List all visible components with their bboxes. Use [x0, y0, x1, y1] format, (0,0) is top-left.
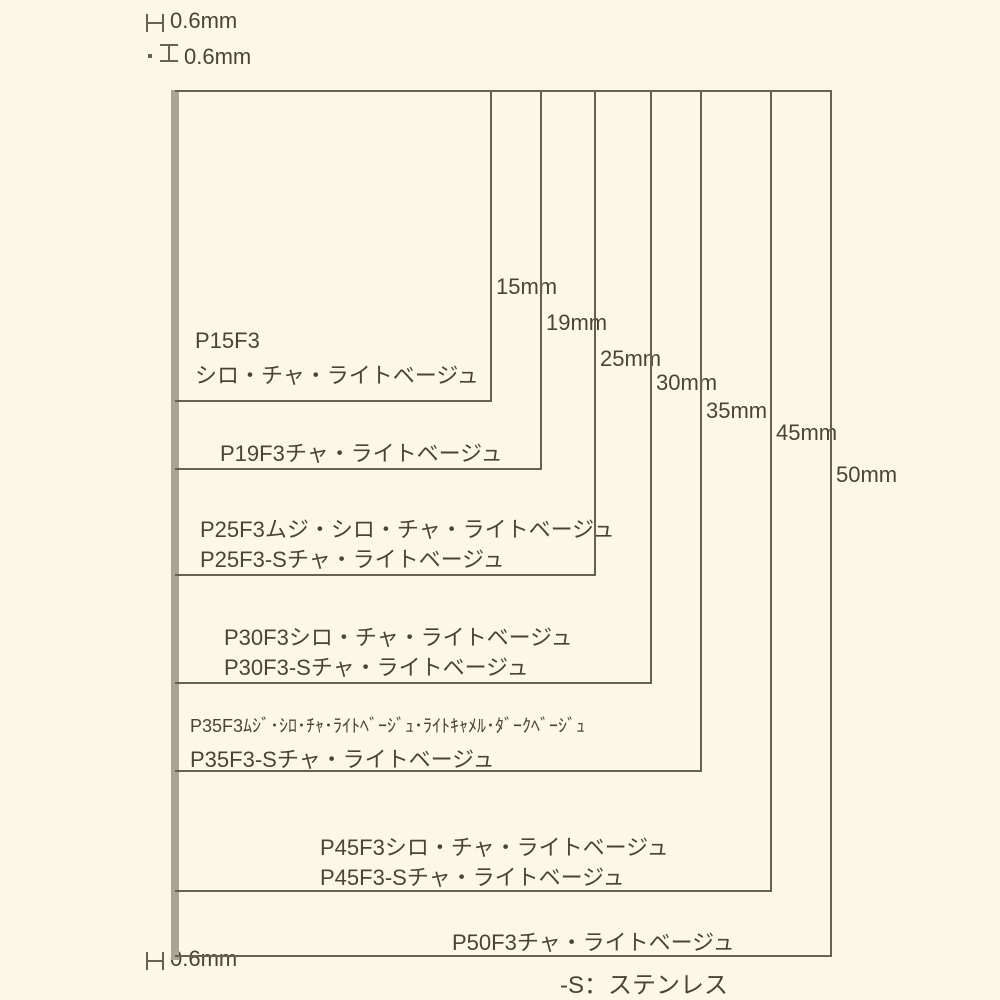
pin-vline-5 [770, 90, 772, 890]
size-label-4: 35mm [706, 398, 767, 424]
top-dim-1-label: 0.6mm [170, 8, 237, 34]
size-label-6: 50mm [836, 462, 897, 488]
diagram-canvas: 0.6mm 0.6mm 0.6mm 15mm P15F3 シロ・チャ・ライトベージュ 19m… [0, 0, 1000, 1000]
size-label-3: 30mm [656, 370, 717, 396]
product-label-2-2: P25F3-Sチャ・ライトベージュ [200, 542, 505, 574]
dimension-bracket-v [160, 44, 178, 62]
size-label-5: 45mm [776, 420, 837, 446]
size-label-1: 19mm [546, 310, 607, 336]
bottom-dim-label: 0.6mm [170, 946, 237, 972]
pin-hline-2 [175, 574, 596, 576]
dimension-bracket-h [146, 952, 164, 970]
product-label-4-2: P35F3-Sチャ・ライトベージュ [190, 742, 495, 774]
product-label-5-2: P45F3-Sチャ・ライトベージュ [320, 860, 625, 892]
product-label-0-2: シロ・チャ・ライトベージュ [195, 358, 479, 390]
pin-vline-4 [700, 90, 702, 770]
product-label-2-1: P25F3ムジ・シロ・チャ・ライトベージュ [200, 512, 615, 544]
pin-hline-3 [175, 682, 652, 684]
footer-note: -S：ステンレス [560, 965, 728, 1000]
product-label-3-1: P30F3シロ・チャ・ライトベージュ [224, 620, 573, 652]
top-dim-2-label: 0.6mm [184, 44, 251, 70]
pin-vline-2 [594, 90, 596, 574]
product-label-6-1: P50F3チャ・ライトベージュ [452, 925, 735, 957]
top-rule [175, 90, 832, 92]
size-label-0: 15mm [496, 274, 557, 300]
pin-vline-3 [650, 90, 652, 682]
product-label-1-1: P19F3チャ・ライトベージュ [220, 436, 503, 468]
product-label-3-2: P30F3-Sチャ・ライトベージュ [224, 650, 529, 682]
pin-vline-1 [540, 90, 542, 468]
main-bar [171, 90, 179, 960]
dot-icon [148, 54, 152, 58]
pin-hline-1 [175, 468, 542, 470]
product-label-0-1: P15F3 [195, 328, 260, 354]
dimension-bracket-h [146, 14, 164, 32]
pin-vline-0 [490, 90, 492, 400]
pin-vline-6 [830, 90, 832, 955]
product-label-4-1: P35F3ﾑｼﾞ･ｼﾛ･ﾁｬ･ﾗｲﾄﾍﾞｰｼﾞｭ･ﾗｲﾄｷｬﾒﾙ･ﾀﾞｰｸﾍﾞｰ… [190, 712, 585, 738]
product-label-5-1: P45F3シロ・チャ・ライトベージュ [320, 830, 669, 862]
pin-hline-0 [175, 400, 492, 402]
